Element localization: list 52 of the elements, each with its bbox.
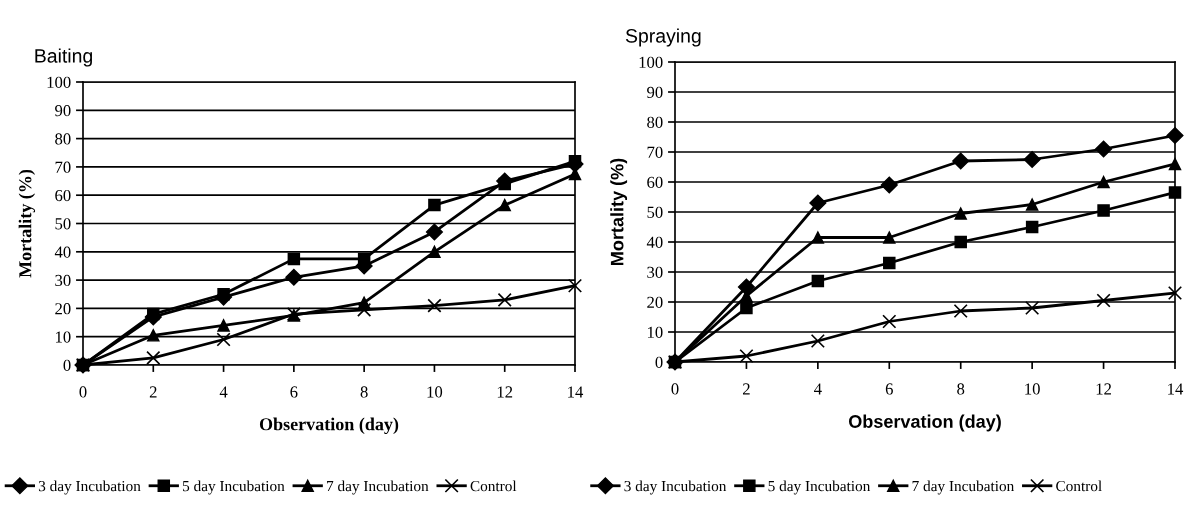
x-axis-title: Observation (day) bbox=[848, 414, 1001, 432]
legend-label: 7 day Incubation bbox=[912, 480, 1015, 495]
y-tick-label: 90 bbox=[55, 105, 71, 117]
x-axis-title: Observation (day) bbox=[259, 417, 399, 435]
legend-label: 7 day Incubation bbox=[327, 480, 429, 495]
y-tick-label: 10 bbox=[647, 326, 663, 338]
y-tick-label: 60 bbox=[55, 189, 71, 202]
y-tick-label: 100 bbox=[47, 76, 71, 88]
chart-title: Spraying bbox=[625, 28, 701, 47]
y-tick-label: 100 bbox=[639, 56, 663, 68]
y-tick-label: 50 bbox=[55, 218, 71, 230]
y-tick-label: 20 bbox=[55, 303, 71, 315]
chart-title: Baiting bbox=[35, 48, 92, 67]
x-tick-label: 0 bbox=[671, 383, 679, 395]
y-tick-label: 80 bbox=[55, 133, 71, 145]
legend-label: Control bbox=[470, 480, 517, 492]
legend-label: 5 day Incubation bbox=[768, 480, 871, 495]
legend-label: 5 day Incubation bbox=[183, 480, 285, 495]
y-axis-title: Mortality (%) bbox=[610, 158, 628, 265]
legend-label: 3 day Incubation bbox=[624, 480, 727, 495]
y-axis-title: Mortality (%) bbox=[18, 169, 36, 278]
y-tick-label: 60 bbox=[647, 176, 663, 188]
y-tick-label: 50 bbox=[647, 206, 663, 218]
x-tick-label: 8 bbox=[957, 383, 965, 395]
y-tick-label: 0 bbox=[63, 359, 71, 371]
x-tick-label: 6 bbox=[885, 383, 893, 395]
y-tick-label: 90 bbox=[647, 86, 663, 98]
x-tick-label: 14 bbox=[568, 386, 584, 398]
x-tick-label: 2 bbox=[149, 386, 157, 398]
y-tick-label: 30 bbox=[647, 266, 663, 278]
x-tick-label: 2 bbox=[742, 383, 750, 395]
y-tick-label: 40 bbox=[54, 246, 71, 258]
x-tick-label: 12 bbox=[497, 386, 513, 398]
y-tick-label: 70 bbox=[647, 146, 663, 158]
y-tick-label: 10 bbox=[55, 331, 71, 343]
x-tick-label: 4 bbox=[814, 383, 822, 395]
x-tick-label: 12 bbox=[1096, 383, 1111, 395]
x-tick-label: 14 bbox=[1168, 383, 1184, 395]
legend-label: Control bbox=[1056, 480, 1102, 492]
y-tick-label: 20 bbox=[647, 296, 663, 308]
x-tick-label: 0 bbox=[79, 386, 87, 398]
y-tick-label: 0 bbox=[655, 356, 663, 368]
x-tick-label: 10 bbox=[1025, 383, 1040, 395]
x-tick-label: 8 bbox=[360, 386, 368, 398]
legend-label: 3 day Incubation bbox=[38, 480, 141, 495]
y-tick-label: 80 bbox=[647, 116, 663, 128]
y-tick-label: 40 bbox=[646, 236, 663, 248]
y-tick-label: 70 bbox=[55, 161, 71, 173]
x-tick-label: 10 bbox=[427, 386, 443, 398]
x-tick-label: 6 bbox=[290, 386, 298, 398]
x-tick-label: 4 bbox=[219, 386, 228, 398]
y-tick-label: 30 bbox=[55, 274, 71, 287]
